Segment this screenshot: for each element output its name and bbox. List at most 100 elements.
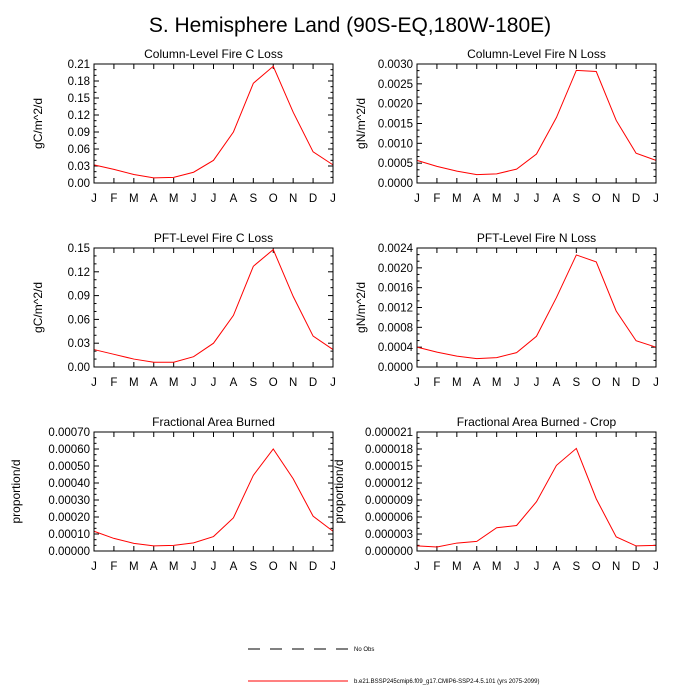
x-tick-label: A — [230, 193, 238, 205]
x-tick-label: J — [414, 561, 420, 573]
y-tick-label: 0.0025 — [378, 79, 413, 91]
legend-model-label: b.e21.BSSP245cmip6.f09_g17.CMIP6-SSP2-4.… — [354, 679, 539, 685]
panel-4: PFT-Level Fire N Loss gN/m^2/d 0.0000 0.000… — [354, 231, 659, 389]
x-tick-label: J — [414, 193, 420, 205]
x-tick-label: N — [612, 561, 620, 573]
y-tick-label: 0.000021 — [365, 427, 413, 439]
x-tick-label: J — [653, 561, 659, 573]
x-tick-label: D — [309, 561, 317, 573]
x-tick-label: D — [309, 193, 317, 205]
x-tick-label: S — [572, 561, 580, 573]
panel-3: PFT-Level Fire C Loss gC/m^2/d 0.00 0.03 0.0… — [31, 231, 336, 389]
panel-2: Column-Level Fire N Loss gN/m^2/d 0.0000 0.… — [354, 47, 659, 205]
x-tick-label: M — [169, 377, 179, 389]
y-tick-label: 0.21 — [68, 59, 90, 71]
panel-6: Fractional Area Burned - Crop proportion/… — [332, 415, 659, 573]
plot-frame — [93, 247, 334, 368]
y-tick-label: 0.09 — [68, 127, 90, 139]
y-tick-label: 0.000000 — [365, 546, 413, 558]
x-tick-label: A — [553, 193, 561, 205]
x-tick-label: O — [592, 561, 601, 573]
y-tick-label: 0.0016 — [378, 283, 413, 295]
x-tick-label: J — [534, 193, 540, 205]
x-tick-label: D — [632, 377, 640, 389]
x-tick-label: S — [249, 377, 257, 389]
x-tick-label: M — [169, 561, 179, 573]
y-tick-label: 0.06 — [68, 144, 90, 156]
y-tick-label: 0.18 — [68, 76, 90, 88]
y-axis-label: gN/m^2/d — [354, 282, 368, 333]
x-tick-label: S — [249, 561, 257, 573]
panel-title: Fractional Area Burned - Crop — [457, 415, 617, 429]
x-tick-label: N — [289, 561, 297, 573]
x-tick-label: S — [572, 377, 580, 389]
x-tick-label: J — [653, 377, 659, 389]
y-tick-label: 0.000018 — [365, 444, 413, 456]
y-axis-label: gC/m^2/d — [31, 98, 45, 149]
y-tick-label: 0.00000 — [48, 546, 90, 558]
x-tick-label: O — [592, 377, 601, 389]
series-line — [93, 248, 334, 363]
y-tick-label: 0.0020 — [378, 99, 413, 111]
series-line — [416, 254, 657, 360]
x-tick-label: M — [452, 561, 462, 573]
x-tick-label: J — [330, 561, 336, 573]
y-tick-label: 0.06 — [68, 314, 90, 326]
x-tick-label: A — [150, 561, 158, 573]
x-tick-label: A — [150, 193, 158, 205]
x-tick-label: A — [553, 561, 561, 573]
x-tick-label: S — [572, 193, 580, 205]
series-line — [416, 447, 657, 548]
x-tick-label: F — [110, 561, 117, 573]
x-tick-label: M — [452, 193, 462, 205]
panel-title: Column-Level Fire N Loss — [467, 47, 606, 61]
x-tick-label: J — [211, 561, 217, 573]
x-tick-label: J — [330, 193, 336, 205]
x-tick-label: N — [289, 377, 297, 389]
x-tick-label: A — [230, 377, 238, 389]
x-tick-label: N — [612, 377, 620, 389]
x-tick-label: D — [632, 193, 640, 205]
panel-title: Fractional Area Burned — [152, 415, 275, 429]
y-tick-label: 0.09 — [68, 291, 90, 303]
x-tick-label: M — [492, 193, 502, 205]
y-axis-label: gC/m^2/d — [31, 282, 45, 333]
y-tick-label: 0.0000 — [378, 178, 413, 190]
y-tick-label: 0.00030 — [48, 495, 90, 507]
x-tick-label: J — [653, 193, 659, 205]
y-tick-label: 0.0020 — [378, 263, 413, 275]
x-tick-label: A — [473, 561, 481, 573]
panel-title: PFT-Level Fire N Loss — [477, 231, 596, 245]
y-tick-label: 0.0004 — [378, 342, 414, 354]
plot-frame — [416, 63, 657, 184]
plot-frame — [93, 431, 334, 552]
x-tick-label: O — [269, 561, 278, 573]
plot-frame — [93, 63, 334, 184]
y-tick-label: 0.0030 — [378, 59, 413, 71]
y-tick-label: 0.0015 — [378, 119, 413, 131]
x-tick-label: J — [211, 377, 217, 389]
figure-title: S. Hemisphere Land (90S-EQ,180W-180E) — [148, 14, 552, 37]
x-tick-label: M — [169, 193, 179, 205]
x-tick-label: J — [191, 193, 197, 205]
plot-frame — [416, 431, 657, 552]
series-line — [93, 448, 334, 547]
y-tick-label: 0.0005 — [378, 158, 413, 170]
x-tick-label: D — [309, 377, 317, 389]
plot-frame — [416, 247, 657, 368]
x-tick-label: J — [211, 193, 217, 205]
y-axis-label: proportion/d — [9, 459, 23, 523]
x-tick-label: M — [129, 561, 139, 573]
y-tick-label: 0.0012 — [378, 303, 413, 315]
x-tick-label: A — [230, 561, 238, 573]
y-tick-label: 0.000012 — [365, 478, 413, 490]
x-tick-label: J — [91, 377, 97, 389]
y-tick-label: 0.0008 — [378, 322, 413, 334]
y-axis-label: proportion/d — [332, 459, 346, 523]
x-tick-label: N — [612, 193, 620, 205]
x-tick-label: D — [632, 561, 640, 573]
x-tick-label: J — [514, 193, 520, 205]
x-tick-label: M — [129, 193, 139, 205]
y-tick-label: 0.00 — [68, 178, 90, 190]
